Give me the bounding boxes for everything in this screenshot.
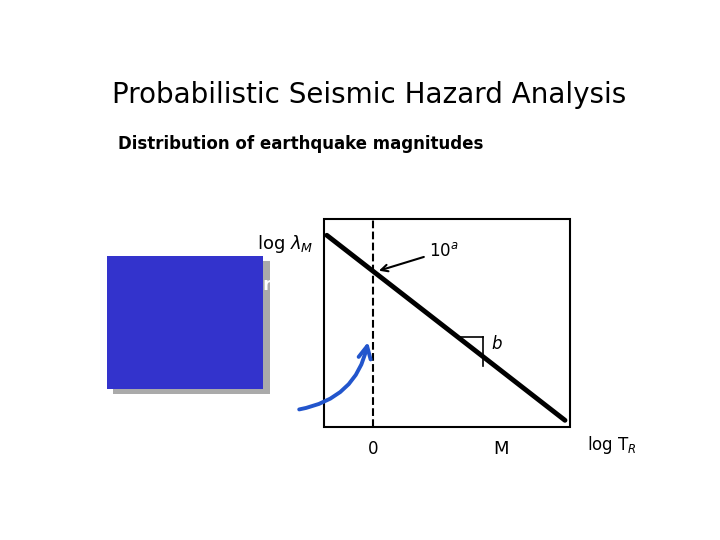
Bar bbox=[114, 261, 270, 394]
Text: M: M bbox=[493, 441, 509, 458]
Text: Gutenberg-Richter: Gutenberg-Richter bbox=[98, 276, 272, 294]
Text: Distribution of earthquake magnitudes: Distribution of earthquake magnitudes bbox=[118, 136, 483, 153]
Text: log $\lambda_M$: log $\lambda_M$ bbox=[257, 233, 313, 254]
Text: log $\lambda_M$ = a - bM: log $\lambda_M$ = a - bM bbox=[115, 349, 254, 371]
Text: Recurrence Law: Recurrence Law bbox=[110, 303, 260, 321]
Text: log T$_R$: log T$_R$ bbox=[587, 434, 636, 456]
Bar bbox=[107, 256, 263, 389]
Text: 10$^a$: 10$^a$ bbox=[381, 242, 459, 271]
Bar bbox=[324, 219, 570, 427]
Text: Probabilistic Seismic Hazard Analysis: Probabilistic Seismic Hazard Analysis bbox=[112, 82, 626, 110]
Text: 0: 0 bbox=[368, 441, 379, 458]
Text: b: b bbox=[491, 335, 502, 353]
FancyArrowPatch shape bbox=[300, 346, 371, 409]
